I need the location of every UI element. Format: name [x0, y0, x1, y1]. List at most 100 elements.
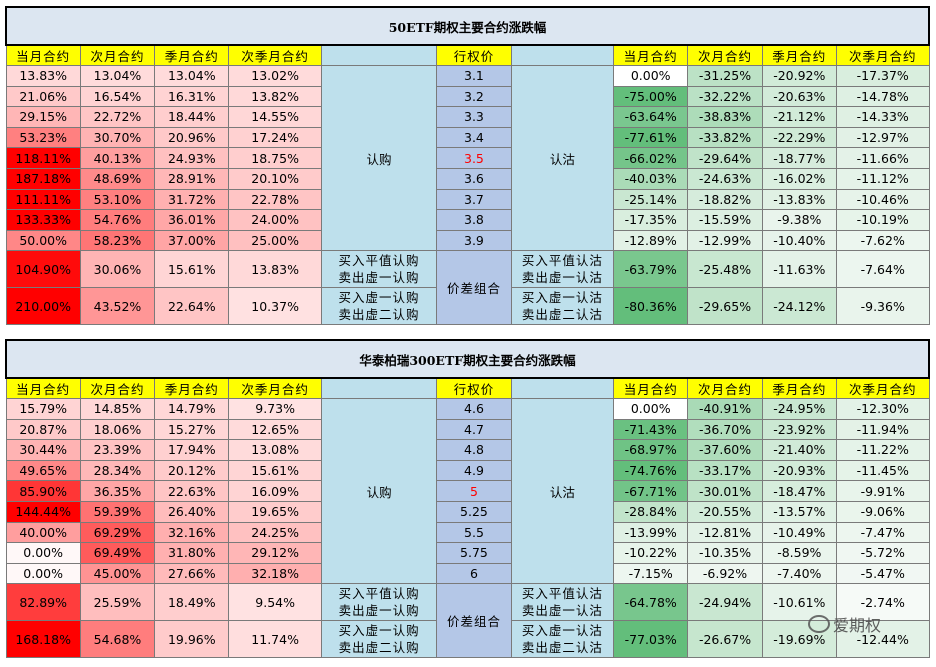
call-side-label: 认购	[320, 397, 438, 585]
spread-put-change-cell: -63.79%	[613, 250, 689, 289]
spread-combo-label: 价差组合	[436, 583, 512, 659]
option-table: 华泰柏瑞300ETF期权主要合约涨跌幅 当月合约 次月合约 季月合约 次季月合约 行权价当…	[5, 339, 930, 659]
call-side-label: 认购	[320, 64, 438, 252]
call-change-cell: 13.04%	[154, 65, 230, 87]
table-row: 187.18% 48.69% 28.91% 20.10% 3.6 -40.03% -24.6…	[5, 167, 930, 190]
put-change-cell: -5.72%	[836, 542, 930, 564]
spread-call-change-cell: 104.90%	[5, 250, 81, 289]
table-row: 49.65% 28.34% 20.12% 15.61% 4.9 -74.76% -33.17…	[5, 459, 930, 482]
spread-put-change-cell: -64.78%	[613, 583, 689, 622]
put-change-cell: -12.81%	[687, 521, 763, 544]
put-change-cell: -20.63%	[761, 85, 837, 108]
put-change-cell: -74.76%	[613, 459, 689, 482]
put-change-cell: -25.14%	[613, 188, 689, 211]
put-change-cell: -7.40%	[761, 562, 838, 585]
call-change-cell: 144.44%	[5, 500, 81, 523]
spread-leg-text: 买入平值认沽	[521, 253, 603, 269]
spread-call-legs: 买入虚一认购 卖出虚二认购	[320, 287, 438, 326]
call-change-cell: 53.23%	[5, 126, 81, 149]
put-side-label: 认沽	[510, 64, 615, 252]
put-change-cell: -6.92%	[687, 562, 763, 585]
strike-price: 6	[436, 562, 512, 585]
put-change-cell: -8.59%	[761, 542, 838, 564]
put-change-cell: -18.47%	[761, 480, 838, 502]
put-change-cell: -22.29%	[761, 126, 837, 149]
call-change-cell: 23.39%	[79, 439, 156, 461]
put-change-cell: -66.02%	[613, 147, 689, 169]
column-header: 行权价	[436, 44, 512, 66]
call-change-cell: 20.87%	[5, 418, 81, 441]
strike-price: 3.3	[436, 106, 512, 128]
put-change-cell: -40.91%	[687, 398, 763, 420]
call-change-cell: 13.82%	[228, 85, 322, 108]
strike-price: 4.9	[436, 459, 512, 482]
put-change-cell: -10.22%	[613, 542, 689, 564]
put-change-cell: -10.49%	[761, 521, 838, 544]
put-change-cell: -12.30%	[836, 398, 930, 420]
put-change-cell: -38.83%	[687, 106, 763, 128]
call-change-cell: 133.33%	[5, 209, 81, 231]
call-change-cell: 18.06%	[79, 418, 156, 441]
spread-put-change-cell: -25.48%	[687, 250, 763, 289]
table-title: 华泰柏瑞300ETF期权主要合约涨跌幅	[5, 339, 930, 379]
spread-call-change-cell: 18.49%	[154, 583, 230, 622]
put-side-label: 认沽	[510, 397, 615, 585]
spread-put-change-cell: -29.65%	[687, 287, 763, 326]
put-change-cell: -18.82%	[687, 188, 763, 211]
spread-call-change-cell: 10.37%	[228, 287, 322, 326]
table-row: 30.44% 23.39% 17.94% 13.08% 4.8 -68.97% -37.60…	[5, 439, 930, 461]
call-change-cell: 29.15%	[5, 106, 81, 128]
put-change-cell: -21.40%	[761, 439, 838, 461]
strike-price: 3.6	[436, 167, 512, 190]
put-change-cell: -37.60%	[687, 439, 763, 461]
call-change-cell: 59.39%	[79, 500, 156, 523]
put-change-cell: -67.71%	[613, 480, 689, 502]
spread-put-change-cell: -9.36%	[835, 287, 930, 326]
put-change-cell: -10.35%	[687, 542, 763, 564]
call-change-cell: 16.09%	[228, 480, 322, 502]
put-change-cell: -9.38%	[761, 209, 837, 231]
call-change-cell: 17.94%	[154, 439, 230, 461]
spread-put-legs: 买入平值认沽 卖出虚一认沽	[510, 250, 615, 289]
call-change-cell: 31.72%	[154, 188, 230, 211]
spread-call-change-cell: 22.64%	[154, 287, 230, 326]
call-change-cell: 40.13%	[79, 147, 156, 169]
call-change-cell: 69.49%	[79, 542, 156, 564]
spread-row: 210.00% 43.52% 22.64% 10.37% 买入虚一认购 卖出虚二认购 买入虚…	[5, 287, 930, 326]
spread-leg-text: 卖出虚二认沽	[521, 307, 603, 323]
spread-call-change-cell: 25.59%	[79, 583, 156, 622]
put-change-cell: -14.33%	[835, 106, 930, 128]
spread-put-change-cell: -10.61%	[761, 583, 838, 622]
put-change-cell: -21.12%	[761, 106, 837, 128]
spread-put-change-cell: -77.03%	[613, 620, 689, 659]
call-change-cell: 58.23%	[79, 229, 156, 252]
put-change-cell: -11.66%	[835, 147, 930, 169]
call-change-cell: 118.11%	[5, 147, 81, 169]
column-header: 季月合约	[761, 44, 837, 66]
spread-leg-text: 买入虚一认购	[338, 623, 420, 639]
column-header: 次月合约	[79, 44, 156, 66]
column-header-blank	[320, 44, 438, 66]
strike-price: 3.5	[436, 147, 512, 169]
spread-leg-text: 卖出虚一认沽	[521, 603, 603, 619]
spread-call-change-cell: 43.52%	[79, 287, 156, 326]
call-change-cell: 24.25%	[228, 521, 322, 544]
call-change-cell: 30.44%	[5, 439, 81, 461]
call-change-cell: 14.79%	[154, 398, 230, 420]
put-change-cell: -7.15%	[613, 562, 689, 585]
put-change-cell: -31.25%	[687, 65, 763, 87]
spread-combo-label: 价差组合	[436, 250, 512, 326]
put-change-cell: -77.61%	[613, 126, 689, 149]
option-table: 50ETF期权主要合约涨跌幅 当月合约 次月合约 季月合约 次季月合约 行权价 当月合约 次月…	[5, 6, 930, 326]
put-change-cell: -17.35%	[613, 209, 689, 231]
call-change-cell: 18.75%	[228, 147, 322, 169]
call-change-cell: 28.34%	[79, 459, 156, 482]
put-change-cell: -12.99%	[687, 229, 763, 252]
column-header: 行权价	[436, 377, 512, 399]
spread-put-change-cell: -24.12%	[761, 287, 837, 326]
spread-call-legs: 买入平值认购 卖出虚一认购	[320, 583, 438, 622]
table-row: 21.06% 16.54% 16.31% 13.82% 3.2 -75.00% -32.22…	[5, 85, 930, 108]
spread-put-change-cell: -24.94%	[687, 583, 763, 622]
put-change-cell: -18.77%	[761, 147, 837, 169]
spread-call-change-cell: 9.54%	[228, 583, 322, 622]
